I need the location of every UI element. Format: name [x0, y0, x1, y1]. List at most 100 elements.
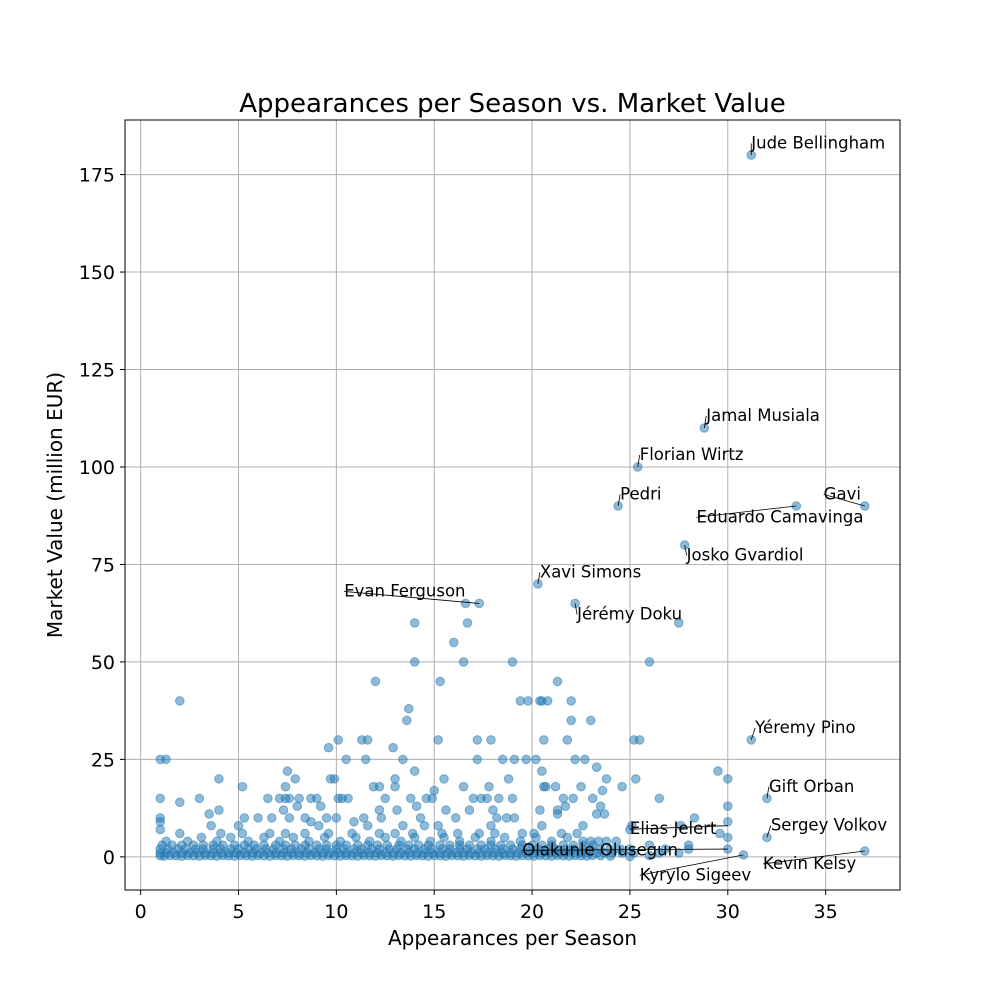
data-point	[214, 805, 224, 815]
annotation-label: Pedri	[620, 484, 661, 503]
y-tick-label: 125	[79, 360, 115, 382]
data-point	[155, 824, 166, 835]
data-point	[644, 657, 655, 667]
data-point	[292, 801, 303, 811]
annotation-label: Jamal Musiala	[705, 406, 820, 425]
data-point	[196, 832, 207, 843]
data-point	[216, 828, 226, 839]
data-point	[409, 766, 420, 776]
x-tick-label: 0	[135, 901, 147, 923]
y-tick-label: 75	[91, 554, 115, 576]
annotation-label: Kevin Kelsy	[763, 854, 857, 873]
data-point	[237, 781, 248, 792]
data-point	[591, 809, 602, 819]
data-point	[362, 735, 373, 745]
y-tick-label: 150	[79, 262, 115, 284]
annotation-leader	[766, 786, 770, 799]
data-point	[576, 781, 586, 792]
data-point	[362, 820, 373, 831]
data-point	[550, 781, 561, 792]
data-point	[482, 793, 492, 804]
data-point	[349, 816, 359, 827]
data-point	[284, 813, 295, 823]
grid-layer	[125, 120, 900, 890]
data-point	[486, 735, 496, 745]
data-point	[634, 735, 645, 745]
data-point	[537, 766, 547, 776]
data-point	[509, 754, 520, 765]
data-point	[433, 820, 443, 831]
data-point	[517, 828, 528, 839]
y-tick-label: 175	[79, 165, 115, 187]
annotation-leader	[762, 850, 865, 865]
x-tick-label: 30	[716, 901, 740, 923]
annotation-label: Olakunle Olusegun	[522, 840, 678, 859]
data-point	[370, 676, 381, 687]
data-point	[439, 832, 449, 843]
annotation-layer: Jude Bellingham Jamal Musiala Florian Wirt…	[344, 133, 887, 884]
data-point	[492, 813, 502, 823]
data-point	[601, 774, 612, 784]
data-point	[521, 754, 531, 765]
data-point	[452, 828, 463, 839]
x-tick-label: 15	[422, 901, 446, 923]
data-point	[674, 618, 684, 628]
data-point	[560, 801, 571, 811]
data-point	[323, 742, 334, 753]
data-point	[358, 813, 369, 823]
data-point	[341, 754, 351, 765]
data-point	[351, 832, 361, 843]
data-point	[468, 793, 479, 804]
data-point	[587, 793, 598, 804]
y-axis-label: Market Value (million EUR)	[43, 372, 67, 638]
data-point	[625, 824, 635, 835]
data-point	[552, 809, 563, 819]
x-tick-label: 5	[232, 901, 244, 923]
data-point	[174, 797, 185, 808]
data-point	[435, 676, 445, 687]
annotation-label: Gift Orban	[769, 777, 854, 796]
annotation-leader	[637, 454, 641, 468]
data-point	[343, 793, 353, 804]
data-point	[601, 836, 612, 847]
data-point	[722, 774, 733, 784]
data-point	[390, 781, 400, 792]
data-point	[411, 801, 422, 811]
data-point	[472, 735, 483, 745]
data-point	[542, 696, 553, 706]
annotation-label: Gavi	[824, 484, 861, 503]
data-point	[331, 813, 342, 823]
data-point	[617, 848, 627, 858]
annotation-leader	[750, 727, 756, 741]
y-tick-label: 25	[91, 749, 115, 771]
data-point	[174, 696, 185, 706]
data-point	[540, 781, 551, 792]
data-point	[409, 618, 420, 628]
data-point	[376, 813, 387, 823]
annotation-label: Eduardo Camavinga	[696, 507, 863, 526]
x-tick-label: 10	[324, 901, 348, 923]
data-point	[280, 828, 291, 839]
annotation-label: Kyrylo Sigeev	[640, 865, 752, 884]
data-point	[429, 785, 440, 796]
annotation-leader	[823, 493, 865, 507]
x-tick-label: 20	[520, 901, 544, 923]
data-point	[450, 813, 461, 823]
data-point	[503, 774, 514, 784]
data-point	[263, 793, 273, 804]
y-tick-label: 0	[103, 847, 115, 869]
data-point	[458, 781, 469, 792]
data-point	[161, 754, 171, 765]
annotation-label: Florian Wirtz	[640, 445, 744, 464]
data-point	[484, 781, 494, 792]
data-point	[409, 657, 420, 667]
annotation-leader	[617, 494, 621, 507]
data-point	[280, 781, 291, 792]
annotation-leader	[639, 854, 744, 876]
annotation-leader	[629, 825, 728, 830]
data-point	[194, 793, 205, 804]
y-tick-label: 100	[79, 457, 115, 479]
data-point	[403, 703, 414, 714]
data-point	[507, 657, 518, 667]
data-point	[464, 805, 475, 815]
